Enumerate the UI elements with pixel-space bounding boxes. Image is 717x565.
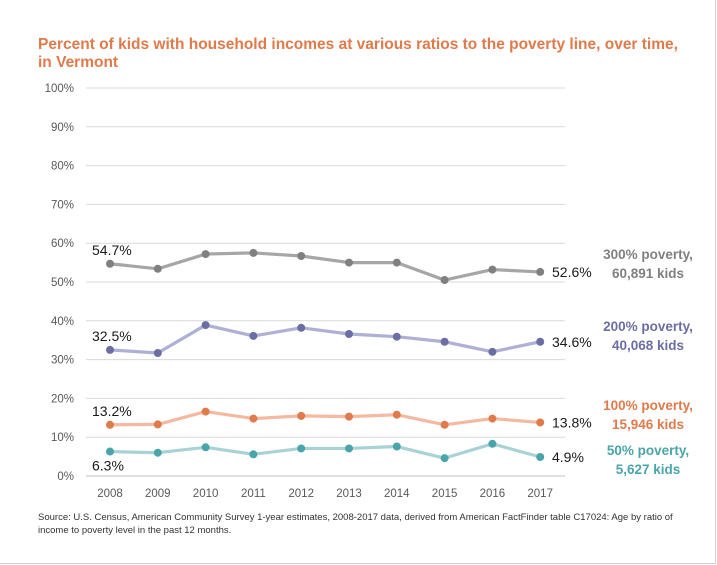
series-layer (106, 248, 545, 463)
y-tick-label: 10% (51, 432, 74, 444)
first-value-label: 6.3% (92, 458, 124, 474)
data-point (345, 329, 353, 338)
data-point (106, 420, 114, 429)
x-tick-label: 2011 (241, 488, 266, 500)
data-point (153, 448, 162, 457)
data-point (201, 407, 210, 416)
series-count: 60,891 kids (612, 266, 684, 281)
last-value-label: 4.9% (552, 449, 584, 465)
data-point (106, 447, 114, 456)
data-point (536, 418, 545, 427)
y-tick-label: 20% (51, 393, 74, 405)
series-1 (106, 321, 545, 358)
chart-title: Percent of kids with household incomes a… (38, 36, 678, 71)
data-point (106, 345, 114, 354)
series-line (109, 323, 541, 355)
data-point (345, 412, 353, 421)
series-count: 15,946 kids (612, 417, 684, 432)
data-point (488, 414, 497, 423)
data-point (392, 410, 401, 419)
x-tick-label: 2009 (145, 488, 171, 500)
last-value-label: 34.6% (552, 334, 592, 350)
data-point (249, 248, 258, 257)
x-tick-label: 2017 (527, 488, 553, 500)
data-point (201, 250, 210, 259)
data-point (249, 331, 258, 340)
data-point (488, 439, 497, 448)
data-point (201, 443, 210, 452)
data-point (392, 442, 401, 451)
data-point (440, 420, 449, 429)
data-point (297, 323, 306, 332)
series-2 (106, 407, 545, 429)
data-point (153, 264, 162, 273)
y-tick-label: 100% (45, 83, 74, 95)
series-name: 50% poverty, (607, 443, 689, 458)
series-count: 5,627 kids (616, 462, 681, 477)
data-point (153, 420, 162, 429)
gridlines (86, 87, 565, 477)
first-value-label: 54.7% (92, 242, 132, 258)
data-point (440, 454, 449, 463)
data-point (392, 332, 401, 341)
last-value-label: 13.8% (552, 414, 592, 430)
data-point (249, 450, 258, 459)
data-point (297, 444, 306, 453)
data-point (201, 321, 210, 330)
data-point (345, 444, 353, 453)
x-tick-label: 2010 (193, 488, 219, 500)
data-point (297, 411, 306, 420)
data-point (488, 265, 497, 274)
x-tick-label: 2016 (480, 488, 506, 500)
series-line (109, 251, 541, 282)
last-value-label: 52.6% (552, 264, 592, 280)
x-tick-label: 2014 (384, 488, 410, 500)
series-name: 100% poverty, (603, 398, 693, 413)
y-tick-label: 90% (51, 122, 74, 134)
data-labels: 54.7% 52.6% 300% poverty, 60,891 kids 32.5% 3… (92, 242, 693, 477)
data-point (440, 276, 449, 285)
data-point (249, 414, 258, 423)
x-tick-label: 2008 (97, 488, 123, 500)
y-tick-label: 40% (51, 316, 74, 328)
data-point (488, 347, 497, 356)
y-axis-ticks: 0% 10% 20% 30% 40% 50% 60% 70% 80% 90% 100% (45, 83, 74, 483)
data-point (536, 267, 545, 276)
series-name: 300% poverty, (603, 247, 693, 262)
y-tick-label: 50% (51, 277, 74, 289)
series-count: 40,068 kids (612, 338, 684, 353)
x-tick-label: 2015 (432, 488, 458, 500)
data-point (440, 337, 449, 346)
x-tick-label: 2012 (288, 488, 314, 500)
data-point (536, 337, 545, 346)
data-point (153, 349, 162, 358)
series-0 (106, 248, 545, 285)
first-value-label: 13.2% (92, 403, 132, 419)
data-point (536, 452, 545, 461)
data-point (106, 259, 114, 268)
data-point (345, 258, 353, 267)
data-point (392, 258, 401, 267)
data-point (297, 252, 306, 261)
y-tick-label: 70% (51, 199, 74, 211)
source-note: Source: U.S. Census, American Community … (38, 512, 673, 536)
y-tick-label: 30% (51, 355, 74, 367)
first-value-label: 32.5% (92, 328, 132, 344)
series-3 (106, 439, 545, 463)
y-tick-label: 80% (51, 161, 74, 173)
series-line (109, 409, 541, 427)
y-tick-label: 0% (57, 471, 74, 483)
x-axis-ticks: 2008 2009 2010 2011 2012 2013 2014 2015 2016 2017 (97, 488, 553, 500)
series-line (109, 442, 541, 460)
x-tick-label: 2013 (336, 488, 362, 500)
y-tick-label: 60% (51, 238, 74, 250)
series-name: 200% poverty, (603, 319, 693, 334)
